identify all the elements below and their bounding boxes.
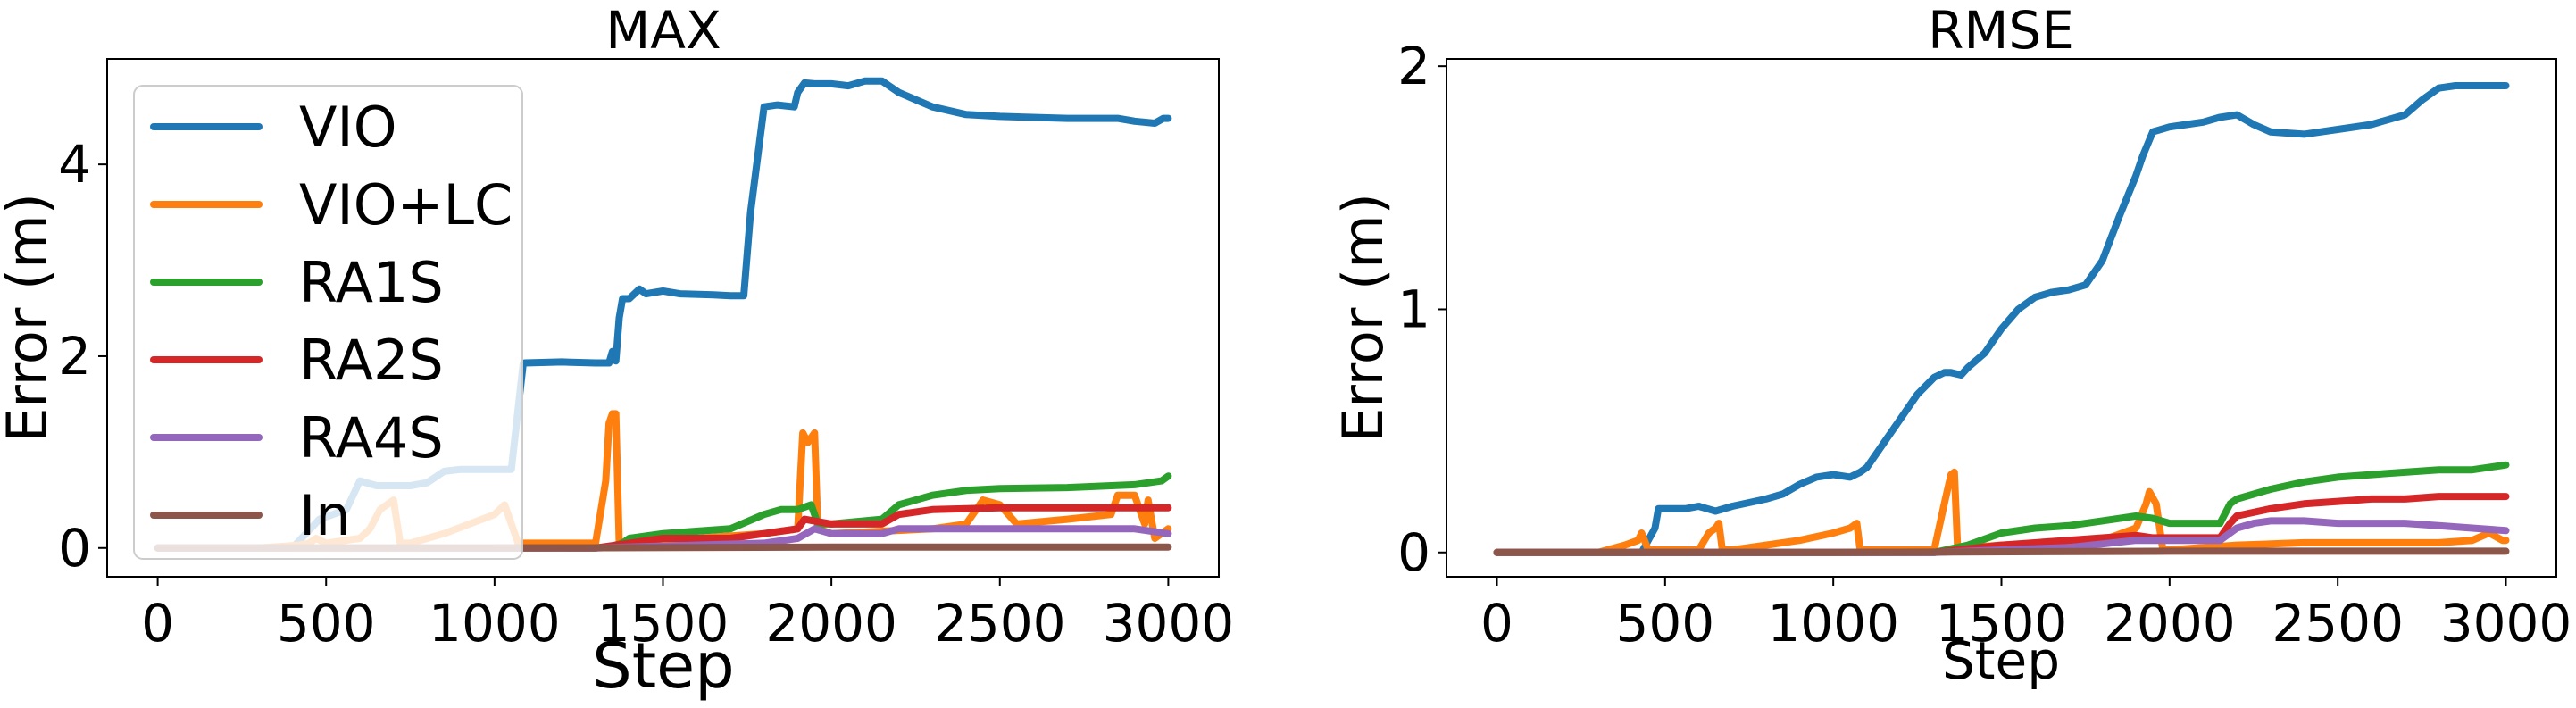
chart-max-series-ra2s bbox=[154, 504, 1172, 552]
chart-rmse-series-ra2s bbox=[1493, 493, 2510, 556]
chart-max-x-tick-label: 2500 bbox=[934, 593, 1066, 654]
chart-max-title: MAX bbox=[605, 0, 721, 61]
chart-rmse-x-tick-label: 1500 bbox=[1936, 593, 2068, 654]
chart-rmse: RMSE 0 500 1000 1500 2000 2500 3000 0 1 2 Step E… bbox=[1330, 0, 2572, 691]
chart-rmse-x-tick-label: 0 bbox=[1480, 593, 1513, 654]
legend-label: VIO+LC bbox=[299, 172, 513, 237]
chart-rmse-x-tick-label: 2000 bbox=[2104, 593, 2236, 654]
chart-max-x-label: Step bbox=[592, 629, 734, 703]
chart-rmse-y-tick-label: 0 bbox=[1397, 522, 1430, 583]
chart-max-x-tick-label: 1000 bbox=[429, 593, 561, 654]
chart-rmse-series-ra1s bbox=[1493, 461, 2510, 556]
chart-max-x-tick-label: 2000 bbox=[765, 593, 897, 654]
chart-rmse-title: RMSE bbox=[1928, 0, 2074, 61]
chart-max-x-tick-label: 0 bbox=[141, 593, 174, 654]
chart-rmse-x-ticks: 0 500 1000 1500 2000 2500 3000 bbox=[1480, 577, 2572, 654]
chart-rmse-y-label: Error (m) bbox=[1330, 193, 1396, 443]
chart-rmse-y-tick-label: 2 bbox=[1397, 36, 1430, 96]
chart-rmse-y-ticks: 0 1 2 bbox=[1397, 36, 1446, 583]
chart-rmse-series bbox=[1493, 82, 2510, 556]
chart-rmse-series-ra4s bbox=[1493, 517, 2510, 556]
chart-rmse-series-vio-lc bbox=[1493, 468, 2510, 556]
chart-max-y-tick-label: 2 bbox=[58, 326, 91, 387]
chart-max-x-ticks: 0 500 1000 1500 2000 2500 3000 bbox=[141, 577, 1234, 654]
chart-max-y-tick-label: 0 bbox=[58, 518, 91, 579]
chart-rmse-x-label: Step bbox=[1942, 630, 2060, 691]
legend-label: In bbox=[299, 483, 351, 548]
chart-rmse-x-tick-label: 500 bbox=[1615, 593, 1714, 654]
legend-label: RA4S bbox=[299, 405, 444, 471]
chart-rmse-x-tick-label: 1000 bbox=[1767, 593, 1899, 654]
chart-rmse-x-tick-label: 2500 bbox=[2272, 593, 2404, 654]
chart-max-y-label: Error (m) bbox=[0, 193, 60, 443]
chart-max-series-ra4s bbox=[154, 525, 1172, 552]
chart-max-x-tick-label: 1500 bbox=[597, 593, 729, 654]
chart-rmse-x-tick-label: 3000 bbox=[2440, 593, 2572, 654]
legend-label: RA2S bbox=[299, 328, 444, 393]
chart-max-y-tick-label: 4 bbox=[58, 134, 91, 195]
legend: VIO VIO+LC RA1S RA2S RA4S In bbox=[133, 85, 523, 560]
chart-max: MAX 0 500 1000 1500 2000 2500 3000 0 2 4 Step Er… bbox=[0, 0, 1234, 703]
chart-rmse-y-tick-label: 1 bbox=[1397, 279, 1430, 339]
chart-max-x-tick-label: 3000 bbox=[1103, 593, 1235, 654]
chart-max-y-ticks: 0 2 4 bbox=[58, 134, 107, 579]
chart-max-x-tick-label: 500 bbox=[277, 593, 376, 654]
chart-rmse-series-in bbox=[1493, 547, 2510, 556]
legend-label: VIO bbox=[299, 95, 397, 160]
legend-label: RA1S bbox=[299, 250, 444, 315]
chart-rmse-series-vio bbox=[1493, 82, 2510, 556]
